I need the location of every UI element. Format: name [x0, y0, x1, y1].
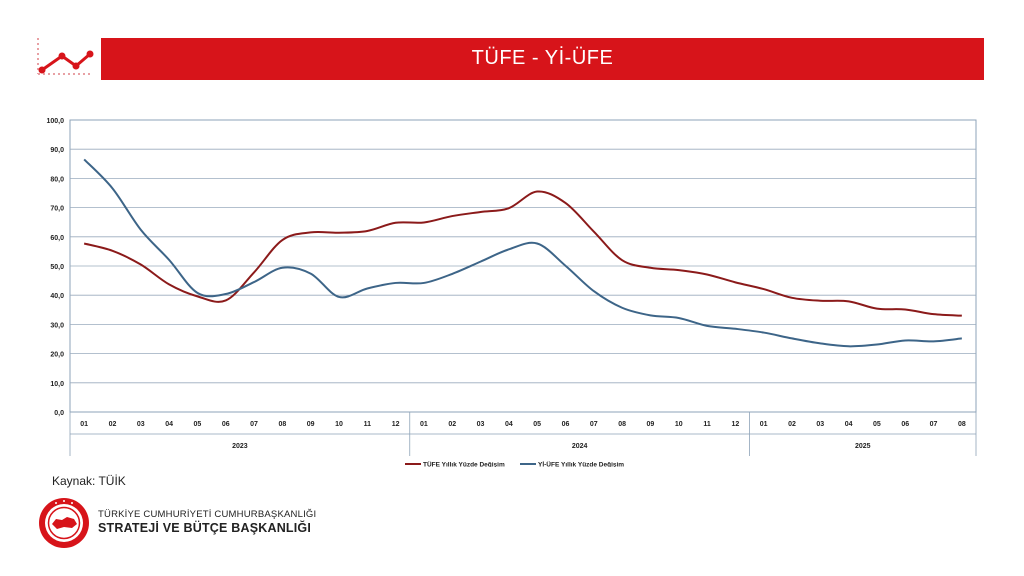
y-tick-label: 30,0 [50, 322, 64, 329]
year-label: 2025 [855, 443, 871, 450]
x-tick-label: 09 [647, 421, 655, 428]
y-tick-label: 80,0 [50, 176, 64, 183]
x-tick-label: 05 [194, 421, 202, 428]
x-tick-label: 02 [109, 421, 117, 428]
series-line-tufe [83, 190, 962, 317]
x-tick-label: 08 [618, 421, 626, 428]
series-points-yiufe [83, 159, 962, 347]
line-chart: 0,0 10,0 20,0 30,0 40,0 50,0 60,0 70,0 80,0 90,0 1… [46, 118, 977, 468]
page-title: TÜFE - Yİ-ÜFE [471, 47, 614, 69]
x-tick-label: 02 [448, 421, 456, 428]
x-tick-label: 04 [505, 421, 513, 428]
x-tick-label: 07 [590, 421, 598, 428]
y-tick-label: 100,0 [46, 118, 64, 125]
x-tick-label: 06 [562, 421, 570, 428]
legend-label-tufe: TÜFE Yıllık Yüzde Değişim [423, 460, 505, 468]
x-tick-label: 07 [930, 421, 938, 428]
x-tick-label: 10 [675, 421, 683, 428]
x-tick-label: 11 [703, 421, 711, 428]
x-tick-label: 01 [760, 421, 768, 428]
x-tick-label: 12 [392, 421, 400, 428]
y-tick-label: 90,0 [50, 147, 64, 154]
legend-label-yiufe: Yİ-ÜFE Yıllık Yüzde Değişim [538, 460, 624, 468]
x-tick-label: 01 [420, 421, 428, 428]
x-tick-label: 05 [873, 421, 881, 428]
x-tick-label: 07 [250, 421, 258, 428]
y-tick-label: 10,0 [50, 381, 64, 388]
x-tick-label: 01 [80, 421, 88, 428]
header-bar: TÜFE - Yİ-ÜFE [101, 38, 984, 80]
x-tick-label: 06 [901, 421, 909, 428]
y-tick-label: 70,0 [50, 206, 64, 213]
x-tick-label: 10 [335, 421, 343, 428]
x-tick-label: 08 [278, 421, 286, 428]
x-tick-label: 09 [307, 421, 315, 428]
x-tick-label: 12 [731, 421, 739, 428]
year-label: 2023 [232, 443, 248, 450]
source-label: Kaynak: TÜİK [52, 474, 126, 488]
x-tick-label: 11 [364, 421, 372, 428]
x-tick-label: 03 [477, 421, 485, 428]
y-tick-label: 40,0 [50, 293, 64, 300]
series-line-yiufe [83, 158, 962, 348]
y-tick-label: 60,0 [50, 235, 64, 242]
x-tick-label: 03 [137, 421, 145, 428]
x-tick-label: 04 [165, 421, 173, 428]
presidency-seal-icon [39, 498, 89, 548]
year-label: 2024 [572, 443, 588, 450]
footer-line2: STRATEJİ VE BÜTÇE BAŞKANLIĞI [98, 521, 312, 535]
y-tick-label: 0,0 [54, 410, 64, 417]
x-tick-label: 02 [788, 421, 796, 428]
footer-line1: TÜRKİYE CUMHURİYETİ CUMHURBAŞKANLIĞI [98, 509, 317, 520]
line-chart-icon [37, 38, 94, 75]
x-tick-label: 08 [958, 421, 966, 428]
x-tick-label: 06 [222, 421, 230, 428]
footer-brand: TÜRKİYE CUMHURİYETİ CUMHURBAŞKANLIĞI STR… [34, 496, 334, 550]
y-tick-label: 20,0 [50, 352, 64, 359]
series-points-tufe [83, 191, 962, 317]
x-tick-label: 04 [845, 421, 853, 428]
y-tick-label: 50,0 [50, 264, 64, 271]
x-tick-label: 03 [816, 421, 824, 428]
x-tick-label: 05 [533, 421, 541, 428]
